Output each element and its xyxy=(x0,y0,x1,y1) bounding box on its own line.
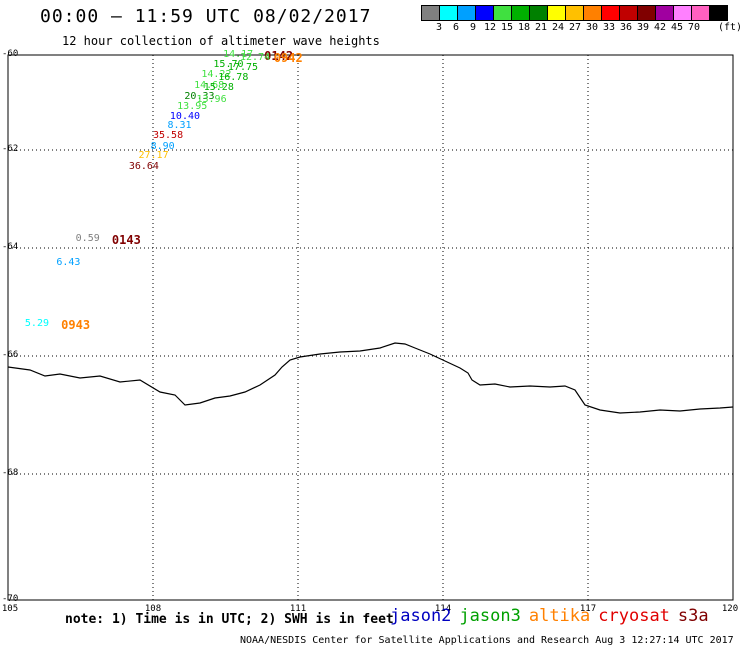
latitude-label: -66 xyxy=(2,350,19,360)
pass-time-label: 0942 xyxy=(273,51,303,66)
legend-swatch xyxy=(583,5,602,21)
wave-height-value: 15.28 xyxy=(203,82,234,94)
legend-label: 3 xyxy=(435,22,443,33)
legend-label: 36 xyxy=(619,22,633,33)
legend-label: 27 xyxy=(568,22,582,33)
wave-height-value: 16.78 xyxy=(218,71,249,83)
satellite-cryosat: cryosat xyxy=(598,606,670,626)
legend-swatch xyxy=(439,5,458,21)
legend-swatch xyxy=(655,5,674,21)
color-legend xyxy=(421,5,728,21)
wave-height-value: 12.74 xyxy=(240,52,271,64)
legend-label: 6 xyxy=(452,22,460,33)
plot-border xyxy=(7,54,734,601)
wave-height-value: 27.17 xyxy=(138,150,169,162)
legend-swatch xyxy=(691,5,710,21)
legend-swatch xyxy=(637,5,656,21)
legend-swatch xyxy=(619,5,638,21)
satellite-jason2: jason2 xyxy=(390,606,452,626)
latitude-label: -64 xyxy=(2,242,19,252)
latitude-label: -62 xyxy=(2,144,19,154)
wave-height-value: 14.68 xyxy=(194,79,225,91)
wave-height-value: 14.22 xyxy=(201,68,232,80)
latitude-label: -68 xyxy=(2,468,19,478)
wave-height-value: 10.40 xyxy=(169,110,201,122)
legend-label: 45 xyxy=(670,22,684,33)
longitude-label: 108 xyxy=(144,604,162,614)
satellite-s3a: s3a xyxy=(677,606,709,626)
map-subtitle: 12 hour collection of altimeter wave hei… xyxy=(62,34,380,48)
wave-height-value: 17.75 xyxy=(227,61,259,73)
wave-height-value: 13.96 xyxy=(196,94,227,106)
legend-swatch xyxy=(421,5,440,21)
satellite-legend: jason2 jason3 altika cryosat s3a xyxy=(390,606,717,626)
legend-label: 70 xyxy=(687,22,701,33)
legend-label: 39 xyxy=(636,22,650,33)
pass-time-label: 0143 xyxy=(111,233,141,248)
legend-label: 24 xyxy=(551,22,565,33)
note-text: note: 1) Time is in UTC; 2) SWH is in fe… xyxy=(65,612,394,627)
longitude-label: 111 xyxy=(289,604,307,614)
legend-swatch xyxy=(511,5,530,21)
legend-swatch xyxy=(709,5,728,21)
wave-height-value: 8.31 xyxy=(167,120,192,132)
legend-unit: (ft) xyxy=(718,22,740,33)
longitude-label: 105 xyxy=(1,604,19,614)
legend-swatch xyxy=(493,5,512,21)
longitude-label: 117 xyxy=(579,604,597,614)
pass-time-label: 0943 xyxy=(61,317,91,332)
wave-height-value: 5.29 xyxy=(24,317,49,329)
legend-swatch xyxy=(601,5,620,21)
longitude-label: 120 xyxy=(721,604,739,614)
wave-height-value: 36.64 xyxy=(128,161,159,173)
wave-height-value: 20.33 xyxy=(184,90,215,102)
legend-label: 42 xyxy=(653,22,667,33)
wave-height-value: 14.17 xyxy=(223,49,254,60)
legend-swatch xyxy=(673,5,692,21)
legend-label: 12 xyxy=(483,22,497,33)
satellite-altika: altika xyxy=(528,606,591,626)
antarctic-coastline xyxy=(7,342,734,414)
wave-height-value: 6.43 xyxy=(56,256,81,268)
legend-label: 18 xyxy=(517,22,531,33)
legend-label: 21 xyxy=(534,22,548,33)
legend-swatch xyxy=(565,5,584,21)
satellite-jason3: jason3 xyxy=(459,606,521,626)
wave-height-value: 35.58 xyxy=(153,129,184,141)
wave-height-value: 0.59 xyxy=(75,233,100,245)
credit-line: NOAA/NESDIS Center for Satellite Applica… xyxy=(240,635,734,646)
legend-labels: 3 6 9 12 15 18 21 24 27 30 33 36 39 42 45 70 xyxy=(422,22,740,36)
wave-height-value: 15.70 xyxy=(213,58,244,70)
legend-swatch xyxy=(529,5,548,21)
legend-swatch xyxy=(547,5,566,21)
legend-swatch xyxy=(475,5,494,21)
legend-label: 9 xyxy=(469,22,477,33)
wave-height-value: 8.90 xyxy=(150,140,175,152)
latitude-label: -70 xyxy=(2,594,19,604)
legend-swatch xyxy=(457,5,476,21)
map-title: 00:00 – 11:59 UTC 08/02/2017 xyxy=(40,6,372,27)
grid-lines xyxy=(7,54,734,601)
latitude-label: -60 xyxy=(2,49,19,59)
wave-height-value: 13.95 xyxy=(177,101,208,113)
legend-label: 30 xyxy=(585,22,599,33)
longitude-label: 114 xyxy=(434,604,452,614)
legend-label: 33 xyxy=(602,22,616,33)
legend-label: 15 xyxy=(500,22,514,33)
pass-time-label: 0142 xyxy=(264,49,294,63)
